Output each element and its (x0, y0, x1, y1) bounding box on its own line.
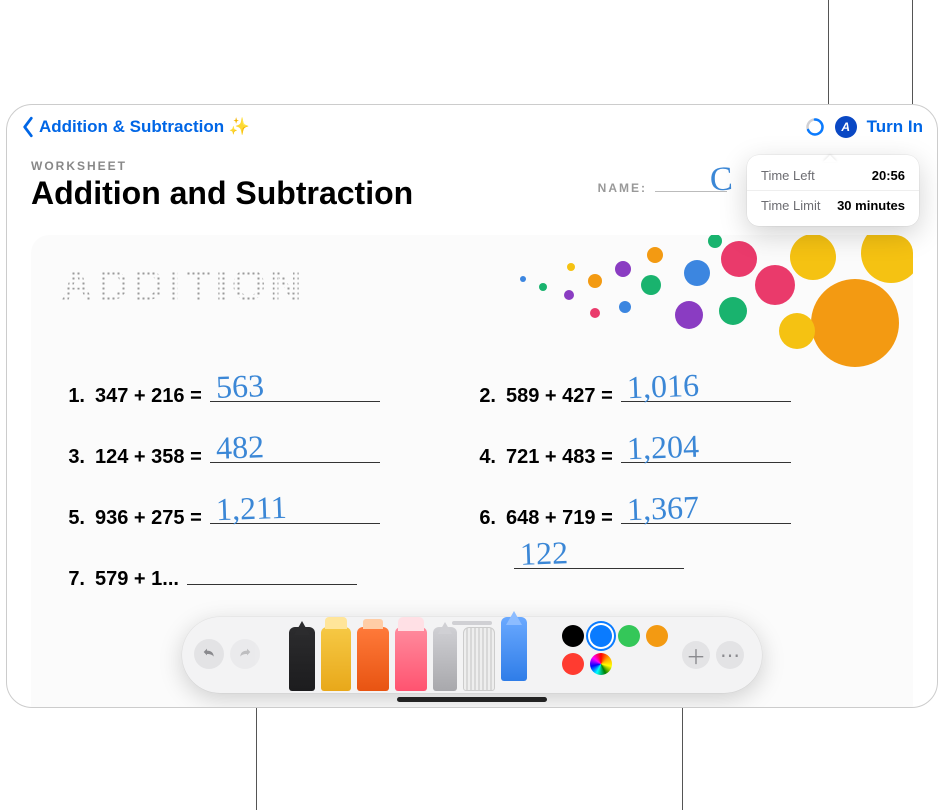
handwritten-answer: 1,211 (215, 489, 287, 528)
eraser-tool[interactable] (395, 627, 427, 691)
ruler-tool[interactable] (463, 627, 495, 691)
color-swatches (562, 625, 674, 675)
answer-line[interactable]: 563 (210, 401, 380, 402)
chevron-left-icon (21, 116, 35, 138)
markup-tool-palette[interactable]: ＋ ⋯ (182, 617, 762, 693)
color-picker-button[interactable] (590, 653, 612, 675)
answer-line[interactable]: 482 (210, 462, 380, 463)
answer-line[interactable] (187, 584, 357, 585)
handwritten-answer: 1,204 (626, 428, 699, 467)
canvas-root: Addition & Subtraction ✨ A Turn In Time … (0, 0, 944, 810)
highlighter-tool[interactable] (357, 627, 389, 691)
pencil-tool[interactable] (501, 617, 527, 681)
answer-line[interactable]: 122 (514, 568, 684, 569)
handwritten-answer: 563 (215, 367, 264, 406)
handwritten-answer: 1,016 (626, 367, 699, 406)
pen-tool[interactable] (289, 627, 315, 691)
tool-row (266, 611, 550, 687)
name-handwriting: C (709, 160, 734, 199)
problem-expression: 589 + 427 = (506, 385, 613, 408)
color-swatch[interactable] (562, 625, 584, 647)
problem-number: 1. (61, 385, 85, 408)
handwritten-answer: 1,367 (626, 489, 699, 528)
problem-expression: 579 + 1... (95, 568, 179, 591)
color-swatch[interactable] (562, 653, 584, 675)
problem-expression: 124 + 358 = (95, 446, 202, 469)
answer-line[interactable]: 1,367 (621, 523, 791, 524)
turn-in-button[interactable]: Turn In (867, 117, 923, 137)
handwritten-answer: 482 (215, 428, 264, 467)
problem-number: 5. (61, 507, 85, 530)
time-left-label: Time Left (761, 168, 815, 183)
answer-line[interactable]: 1,204 (621, 462, 791, 463)
answer-line[interactable]: 1,211 (210, 523, 380, 524)
device-frame: Addition & Subtraction ✨ A Turn In Time … (6, 104, 938, 708)
back-label: Addition & Subtraction ✨ (39, 117, 250, 137)
problem-number: 3. (61, 446, 85, 469)
color-swatch[interactable] (618, 625, 640, 647)
undo-button[interactable] (194, 639, 224, 669)
name-label: NAME: (598, 181, 647, 195)
undo-icon (201, 646, 217, 662)
redo-icon (237, 646, 253, 662)
problem-number: 2. (472, 385, 496, 408)
problem-expression: 721 + 483 = (506, 446, 613, 469)
lasso-tool[interactable] (433, 627, 457, 691)
ellipsis-icon: ⋯ (720, 643, 740, 668)
marker-tool[interactable] (321, 627, 351, 691)
time-limit-value: 30 minutes (837, 198, 905, 213)
name-field: NAME: (598, 181, 727, 195)
time-progress-icon[interactable] (805, 117, 825, 137)
time-limit-label: Time Limit (761, 198, 820, 213)
problem-number: 7. (61, 568, 85, 591)
problem-grid: 1. 347 + 216 = 563 2. 589 + 427 = 1,016 3. 124 … (61, 385, 883, 629)
nav-bar: Addition & Subtraction ✨ A Turn In (7, 105, 937, 149)
redo-button[interactable] (230, 639, 260, 669)
problem-expression: 936 + 275 = (95, 507, 202, 530)
section-heading: ADDITION (61, 261, 306, 311)
problem-number: 4. (472, 446, 496, 469)
answer-line[interactable]: 1,016 (621, 401, 791, 402)
plus-icon: ＋ (686, 641, 706, 670)
time-popover: Time Left 20:56 Time Limit 30 minutes (747, 155, 919, 226)
time-left-value: 20:56 (872, 168, 905, 183)
back-button[interactable]: Addition & Subtraction ✨ (21, 116, 250, 138)
handwritten-answer: 122 (519, 534, 568, 573)
color-swatch[interactable] (590, 625, 612, 647)
home-indicator[interactable] (397, 697, 547, 702)
markup-toggle-button[interactable]: A (835, 116, 857, 138)
add-button[interactable]: ＋ (682, 641, 710, 669)
problem-number: 6. (472, 507, 496, 530)
problem-expression: 347 + 216 = (95, 385, 202, 408)
more-button[interactable]: ⋯ (716, 641, 744, 669)
problem-expression: 648 + 719 = (506, 507, 613, 530)
color-swatch[interactable] (646, 625, 668, 647)
